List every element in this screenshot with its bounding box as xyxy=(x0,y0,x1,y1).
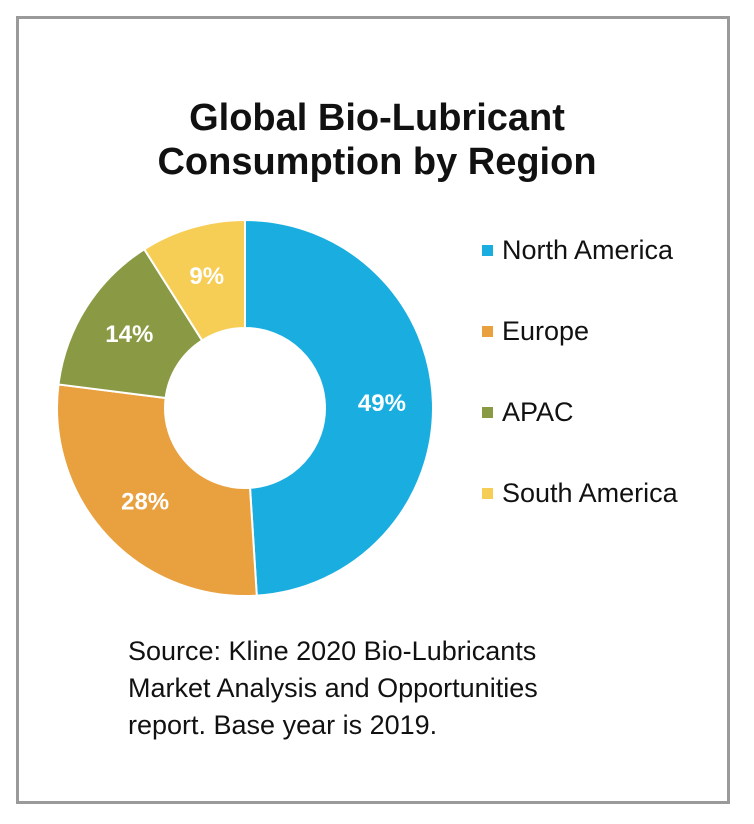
source-note: Source: Kline 2020 Bio-Lubricants Market… xyxy=(128,633,648,744)
legend-item-south-america: South America xyxy=(482,473,678,513)
chart-title-line-2: Consumption by Region xyxy=(157,141,597,183)
legend-swatch-south-america xyxy=(482,487,493,499)
source-line-3: report. Base year is 2019. xyxy=(128,710,438,740)
data-label-north-america: 49% xyxy=(358,390,406,417)
source-line-2: Market Analysis and Opportunities xyxy=(128,673,538,703)
legend-item-north-america: North America xyxy=(482,230,678,270)
slice-apac xyxy=(57,247,204,400)
source-line-1: Source: Kline 2020 Bio-Lubricants xyxy=(128,636,537,666)
legend: North America Europe APAC South America xyxy=(482,230,678,554)
legend-label-apac: APAC xyxy=(502,396,574,427)
slice-south-america xyxy=(142,218,246,342)
data-label-europe: 28% xyxy=(121,488,169,515)
data-label-apac: 14% xyxy=(105,321,153,348)
legend-swatch-apac xyxy=(482,406,493,418)
slice-europe xyxy=(56,383,258,597)
data-label-south-america: 9% xyxy=(189,263,224,290)
legend-item-apac: APAC xyxy=(482,392,678,432)
chart-title-line-1: Global Bio-Lubricant xyxy=(189,97,565,139)
legend-label-south-america: South America xyxy=(502,477,678,508)
legend-label-north-america: North America xyxy=(502,234,674,265)
legend-item-europe: Europe xyxy=(482,311,678,351)
legend-label-europe: Europe xyxy=(502,315,590,346)
legend-swatch-europe xyxy=(482,325,493,337)
chart-title: Global Bio-Lubricant Consumption by Regi… xyxy=(0,96,754,184)
legend-swatch-north-america xyxy=(482,244,493,256)
slice-north-america xyxy=(244,218,434,597)
